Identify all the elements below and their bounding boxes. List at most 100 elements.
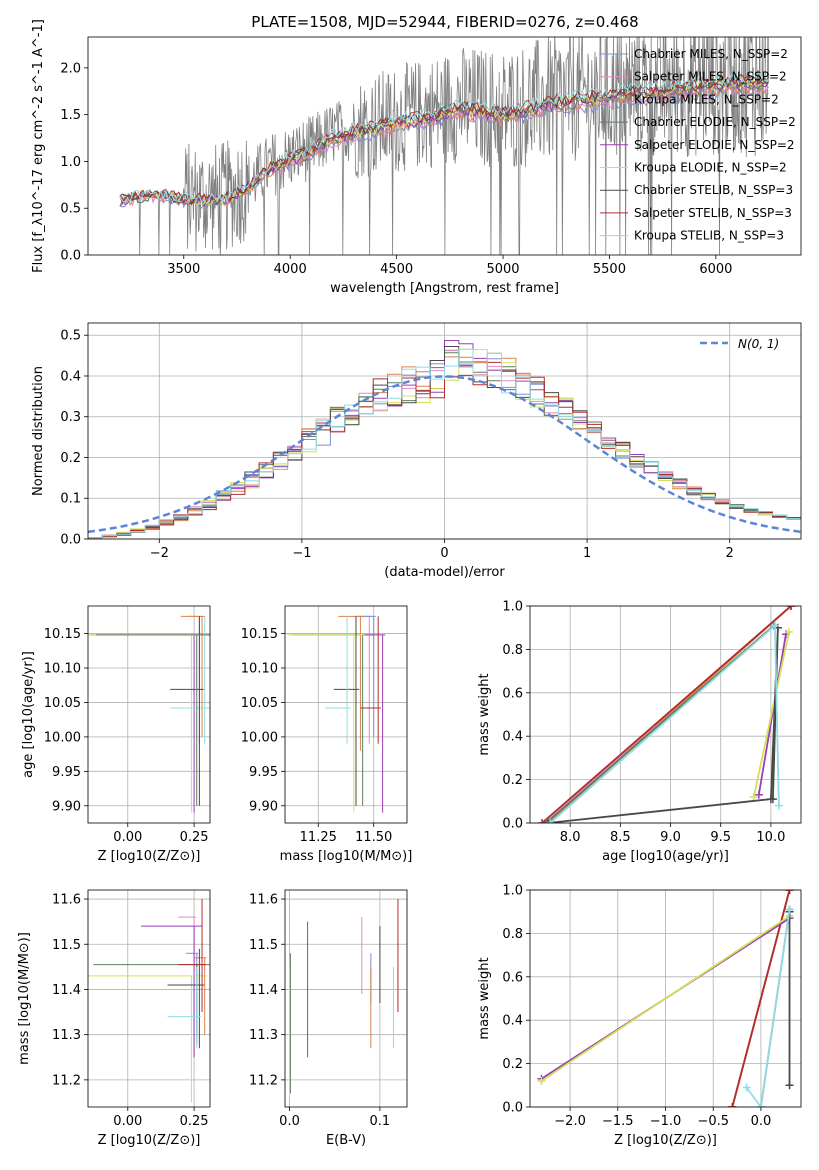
spectrum-frame xyxy=(87,36,802,256)
age-vs-mass-xlabel: mass [log10(M/M⊙)] xyxy=(280,849,413,864)
residuals-ytick-label-2: 0.2 xyxy=(60,451,81,466)
weight-vs-age-panel: 8.0 8.5 9.0 9.5 10.0 0.0 0.2 0.4 0.6 0.8 1.0 age [l… xyxy=(477,600,802,864)
age-vs-z-ylabel: age [log10(age/yr)] xyxy=(21,651,36,778)
age-vs-z-ytick-label-4: 10.10 xyxy=(44,662,81,677)
residuals-xtick-label-1: −1 xyxy=(292,546,311,561)
residuals-ytick-label-1: 0.1 xyxy=(60,492,81,507)
spectrum-legend-label-5: Kroupa ELODIE, N_SSP=2 xyxy=(634,161,787,175)
spectrum-legend-label-0: Chabrier MILES, N_SSP=2 xyxy=(634,47,788,61)
spectrum-observed-flux xyxy=(119,37,769,255)
weight-vs-z-ytick-label-0: 0.0 xyxy=(502,1101,523,1116)
age-vs-z-plot-area xyxy=(88,615,210,813)
weight-vs-z-xlabel: Z [log10(Z/Z⊙)] xyxy=(614,1133,717,1148)
mass-vs-z-point-7 xyxy=(178,899,206,1013)
mass-vs-ebv-frame xyxy=(284,889,408,1108)
age-vs-z-ytick-label-5: 10.15 xyxy=(44,627,81,642)
weight-vs-age-series-8 xyxy=(546,621,783,823)
age-vs-z-xtick-label-0: 0.00 xyxy=(113,830,142,845)
spectrum-ytick-label-1: 0.5 xyxy=(60,202,81,217)
weight-vs-z-series-8-marker-1 xyxy=(756,1103,765,1107)
age-vs-mass-point-7 xyxy=(360,616,381,744)
mass-vs-z-plot-area xyxy=(88,899,210,1103)
age-vs-z-ytick-label-1: 9.95 xyxy=(52,765,81,780)
spectrum-xtick-label-2: 4500 xyxy=(380,262,413,277)
weight-vs-age-series-4 xyxy=(542,621,778,823)
age-vs-mass-point-0 xyxy=(291,634,374,806)
weight-vs-z-panel: −2.0 −1.5 −1.0 −0.5 0.0 0.0 0.2 0.4 0.6 0.8 1.0 Z [… xyxy=(477,884,802,1148)
weight-vs-age-plot-area xyxy=(538,606,795,823)
mass-vs-ebv-ytick-label-4: 11.6 xyxy=(249,893,278,908)
weight-vs-z-xtick-label-4: 0.0 xyxy=(751,1114,772,1129)
weight-vs-age-ytick-label-3: 0.6 xyxy=(502,686,523,701)
age-vs-mass-point-1 xyxy=(355,615,372,744)
weight-vs-age-ytick-label-4: 0.8 xyxy=(502,643,523,658)
weight-vs-age-series-3-marker-0 xyxy=(538,819,547,823)
residual-hist-8 xyxy=(88,348,801,539)
mass-vs-ebv-xtick-label-1: 0.1 xyxy=(370,1114,391,1129)
residuals-ytick-label-4: 0.4 xyxy=(60,369,81,384)
spectrum-xlabel: wavelength [Angstrom, rest frame] xyxy=(330,281,559,296)
spectrum-ytick-label-3: 1.5 xyxy=(60,108,81,123)
mass-vs-ebv-plot-area xyxy=(289,899,399,1098)
weight-vs-z-series-8-line xyxy=(745,909,791,1107)
mass-vs-z-ytick-label-0: 11.2 xyxy=(52,1073,81,1088)
age-vs-z-point-4 xyxy=(170,616,210,744)
weight-vs-age-series-7-marker-3 xyxy=(768,795,777,804)
mass-vs-ebv-ytick-label-0: 11.2 xyxy=(249,1073,278,1088)
age-vs-mass-point-8 xyxy=(324,616,351,744)
weight-vs-z-series-5-marker-0 xyxy=(537,1076,546,1085)
age-vs-z-ytick-label-2: 10.00 xyxy=(44,730,81,745)
mass-vs-z-point-6 xyxy=(167,948,205,1049)
residuals-panel: N(0, 1) −2 −1 0 1 2 0.0 0.1 0.2 0.3 0.4 0.5 (data-mo… xyxy=(31,322,802,580)
spectrum-xtick-label-4: 5500 xyxy=(593,262,626,277)
weight-vs-z-plot-area xyxy=(537,890,794,1107)
mass-vs-z-point-2 xyxy=(194,957,207,1035)
weight-vs-age-series-7-marker-0 xyxy=(544,819,553,823)
age-vs-z-point-6 xyxy=(95,634,210,806)
residuals-xtick-label-2: 0 xyxy=(440,546,448,561)
residual-legend-label: N(0, 1) xyxy=(738,337,779,351)
weight-vs-age-series-3 xyxy=(538,606,795,823)
age-vs-z-xtick-label-1: 0.25 xyxy=(180,830,209,845)
weight-vs-z-series-8 xyxy=(742,905,794,1107)
mass-vs-ebv-ytick-label-1: 11.3 xyxy=(249,1028,278,1043)
weight-vs-z-ytick-label-1: 0.2 xyxy=(502,1057,523,1072)
weight-vs-z-series-3-line xyxy=(731,890,791,1107)
weight-vs-z-series-8-marker-0 xyxy=(742,1083,751,1092)
age-vs-mass-ytick-label-2: 10.00 xyxy=(241,730,278,745)
mass-vs-z-ytick-label-3: 11.5 xyxy=(52,938,81,953)
mass-vs-z-panel: 0.00 0.25 11.2 11.3 11.4 11.5 11.6 Z [log10(Z/Z… xyxy=(17,889,211,1148)
age-vs-z-xlabel: Z [log10(Z/Z⊙)] xyxy=(98,849,201,864)
weight-vs-age-xlabel: age [log10(age/yr)] xyxy=(602,849,729,864)
residuals-ytick-label-5: 0.5 xyxy=(60,329,81,344)
weight-vs-age-series-4-line xyxy=(545,624,775,823)
mass-vs-z-frame xyxy=(87,889,211,1108)
spectrum-legend-label-4: Salpeter ELODIE, N_SSP=2 xyxy=(634,138,795,152)
age-vs-z-frame xyxy=(87,605,211,824)
weight-vs-age-xtick-label-2: 9.0 xyxy=(660,830,681,845)
weight-vs-z-xtick-label-3: −0.5 xyxy=(697,1114,729,1129)
spectrum-ytick-label-4: 2.0 xyxy=(60,61,81,76)
weight-vs-z-series-3-marker-1 xyxy=(785,890,794,894)
residuals-ytick-label-3: 0.3 xyxy=(60,410,81,425)
spectrum-xtick-label-0: 3500 xyxy=(167,262,200,277)
mass-vs-z-xtick-label-0: 0.00 xyxy=(113,1114,142,1129)
age-vs-z-point-5 xyxy=(170,616,204,806)
mass-vs-z-point-4 xyxy=(141,925,203,1058)
age-vs-mass-xtick-label-0: 11.25 xyxy=(300,830,337,845)
weight-vs-age-series-3-line xyxy=(541,606,792,823)
spectrum-panel: Chabrier MILES, N_SSP=2 Salpeter MILES, N… xyxy=(31,19,802,296)
weight-vs-age-series-7-line xyxy=(548,627,779,823)
mass-vs-z-point-8 xyxy=(167,966,202,1049)
weight-vs-age-series-3-marker-1 xyxy=(786,606,795,610)
mass-vs-z-point-3 xyxy=(93,964,210,1044)
mass-vs-ebv-ytick-label-3: 11.5 xyxy=(249,938,278,953)
age-vs-mass-ytick-label-0: 9.90 xyxy=(249,799,278,814)
spectrum-xtick-label-3: 5000 xyxy=(486,262,519,277)
weight-vs-age-series-4-marker-0 xyxy=(542,819,551,823)
age-vs-z-panel: 0.00 0.25 9.90 9.95 10.00 10.05 10.10 10.15 Z [l… xyxy=(21,605,211,864)
weight-vs-age-series-6 xyxy=(749,628,793,801)
weight-vs-age-ytick-label-0: 0.0 xyxy=(502,817,523,832)
residual-gaussian xyxy=(88,375,801,534)
spectrum-legend-label-6: Chabrier STELIB, N_SSP=3 xyxy=(634,183,793,197)
